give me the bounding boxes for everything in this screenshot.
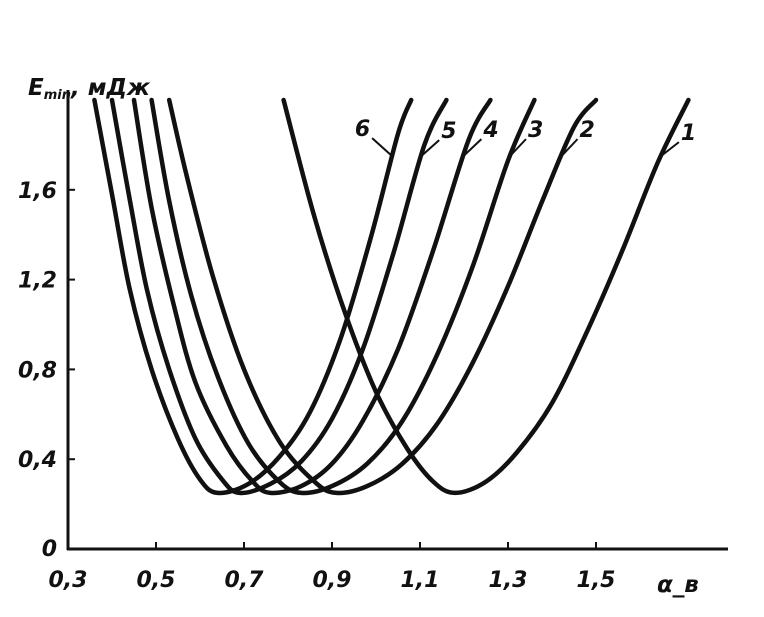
y-tick-label: 1,2 <box>18 269 57 294</box>
series-leader-6 <box>371 137 393 157</box>
series-line-2 <box>166 97 599 496</box>
series-label-2: 2 <box>579 118 594 143</box>
y-axis-title-sub: min <box>44 88 71 103</box>
y-tick-label: 0 <box>42 537 57 562</box>
series-line-6 <box>92 97 414 496</box>
y-tick-label: 1,6 <box>18 179 57 204</box>
series-leader-1 <box>660 141 680 157</box>
series-label-3: 3 <box>528 118 543 143</box>
y-tick-label: 0,8 <box>18 358 57 383</box>
x-tick-label: 0,5 <box>137 568 176 593</box>
x-tick-label: 1,3 <box>489 568 528 593</box>
x-tick-label: 1,1 <box>401 568 440 593</box>
series-line-3 <box>149 97 537 496</box>
series-leader-4 <box>462 138 483 157</box>
x-axis-title: α_в <box>657 572 699 598</box>
series-leader-3 <box>509 138 527 157</box>
labels: 1 2 3 4 5 6 <box>355 117 696 157</box>
x-tick-label: 0,3 <box>49 568 88 593</box>
series-line-5 <box>109 97 449 496</box>
y-axis-title: Emin, мДж <box>28 75 151 103</box>
y-axis-title-main: E <box>28 75 44 101</box>
x-tick-label: 0,9 <box>313 568 352 593</box>
series-label-6: 6 <box>355 117 370 142</box>
y-tick-label: 0,4 <box>18 448 57 473</box>
series-lines <box>92 97 691 496</box>
series-line-1 <box>281 97 691 496</box>
y-axis-title-unit: , мДж <box>70 75 151 101</box>
series-leader-2 <box>560 138 579 157</box>
axes: 0,3 0,5 0,7 0,9 1,1 1,3 1,5 0 0,4 0,8 1,2 1,6 <box>18 90 728 593</box>
x-tick-label: 1,5 <box>577 568 616 593</box>
series-label-4: 4 <box>482 118 498 143</box>
series-leader-5 <box>420 139 440 157</box>
series-label-5: 5 <box>441 119 456 144</box>
x-tick-label: 0,7 <box>225 568 265 593</box>
series-line-4 <box>131 97 493 496</box>
series-label-1: 1 <box>681 121 696 146</box>
